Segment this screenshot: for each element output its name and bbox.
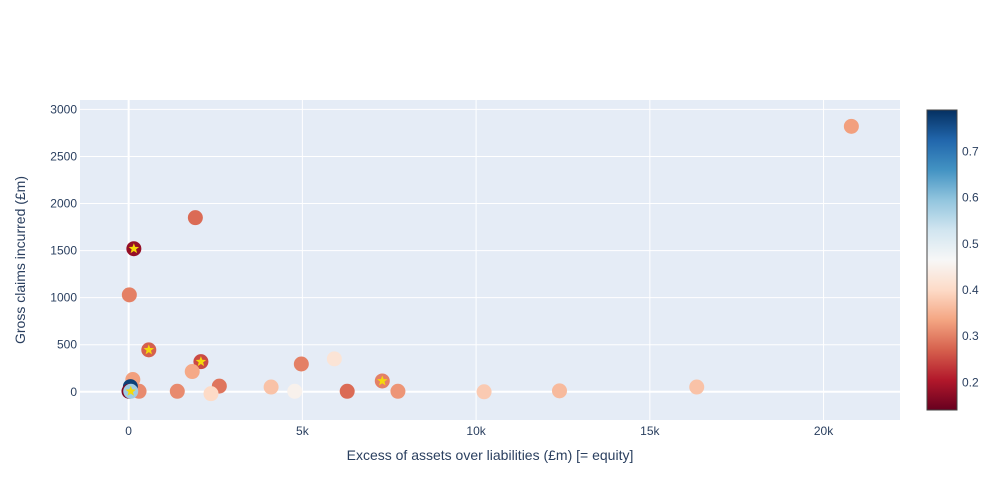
y-tick-label: 1000	[50, 291, 77, 305]
colorbar-tick-label: 0.5	[962, 237, 979, 251]
scatter-point[interactable]	[287, 383, 303, 399]
colorbar-ticks: 0.2 0.3 0.4 0.5 0.6 0.7	[962, 145, 979, 390]
scatter-point[interactable]	[326, 351, 342, 367]
colorbar-tick-label: 0.3	[962, 329, 979, 343]
x-axis-ticks: 0 5k 10k 15k 20k	[125, 424, 834, 438]
y-tick-label: 0	[70, 385, 77, 399]
colorbar-tick-label: 0.6	[962, 191, 979, 205]
star-marker-icon	[125, 385, 136, 396]
star-marker-icon	[377, 375, 388, 386]
scatter-point[interactable]	[121, 287, 137, 303]
x-axis-title: Excess of assets over liabilities (£m) […	[347, 447, 634, 463]
star-marker-icon	[143, 344, 155, 355]
y-axis-ticks: 0 500 1000 1500 2000 2500 3000	[50, 102, 77, 398]
y-tick-label: 500	[57, 338, 77, 352]
y-tick-label: 1500	[50, 244, 77, 258]
x-tick-label: 15k	[640, 424, 660, 438]
data-points	[121, 118, 859, 402]
x-tick-label: 0	[125, 424, 132, 438]
colorbar-tick-label: 0.2	[962, 375, 979, 389]
x-tick-label: 20k	[814, 424, 834, 438]
scatter-point[interactable]	[184, 364, 200, 380]
x-tick-label: 5k	[296, 424, 310, 438]
star-marker-icon	[128, 243, 140, 254]
colorbar-tick-label: 0.7	[962, 145, 979, 159]
scatter-point[interactable]	[169, 383, 185, 399]
scatter-point[interactable]	[187, 210, 203, 226]
star-marker-icon	[195, 356, 207, 367]
scatter-point[interactable]	[203, 386, 219, 402]
scatter-point[interactable]	[263, 379, 279, 395]
scatter-point[interactable]	[390, 383, 406, 399]
colorbar-gradient	[926, 109, 958, 411]
y-tick-label: 2500	[50, 149, 77, 163]
colorbar-tick-label: 0.4	[962, 283, 979, 297]
x-tick-label: 10k	[466, 424, 486, 438]
y-tick-label: 2000	[50, 197, 77, 211]
scatter-point[interactable]	[476, 384, 492, 400]
scatter-point[interactable]	[293, 356, 309, 372]
colorbar: 0.2 0.3 0.4 0.5 0.6 0.7	[926, 109, 979, 411]
scatter-point[interactable]	[689, 379, 705, 395]
scatter-point[interactable]	[339, 383, 355, 399]
scatter-point[interactable]	[551, 383, 567, 399]
y-axis-title: Gross claims incurred (£m)	[12, 176, 28, 344]
plot-background	[80, 100, 900, 420]
y-tick-label: 3000	[50, 102, 77, 116]
scatter-point[interactable]	[843, 118, 859, 134]
